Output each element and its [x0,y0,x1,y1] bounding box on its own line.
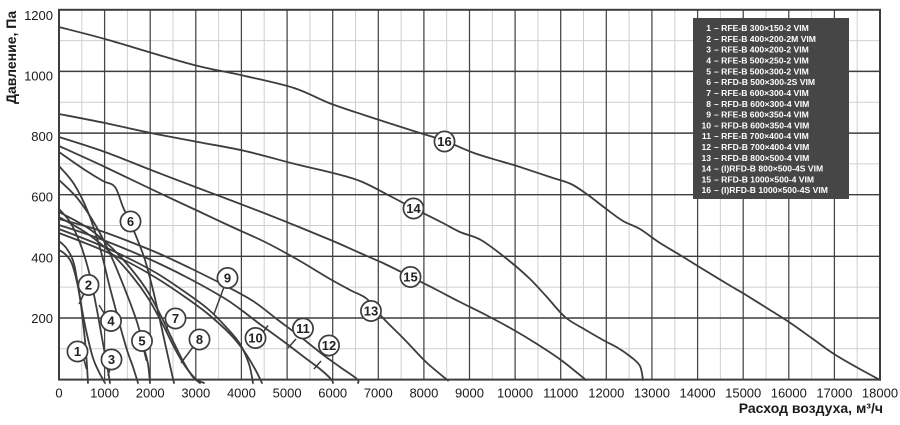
svg-text:0: 0 [55,386,62,401]
svg-text:200: 200 [31,311,53,326]
svg-text:8: 8 [196,332,203,347]
svg-text:9: 9 [224,271,231,286]
svg-text:15000: 15000 [725,386,761,401]
svg-text:– (I)RFD-B 800×500-4S VIM: – (I)RFD-B 800×500-4S VIM [714,164,823,174]
svg-text:– RFD-B 600×300-4 VIM: – RFD-B 600×300-4 VIM [714,99,809,109]
svg-text:– RFE-B 300×150-2 VIM: – RFE-B 300×150-2 VIM [714,23,809,33]
svg-text:– RFD-B 500×300-2S VIM: – RFD-B 500×300-2S VIM [714,77,815,87]
svg-text:1000: 1000 [90,386,119,401]
svg-text:11: 11 [296,321,310,336]
svg-text:10: 10 [248,331,262,346]
svg-text:6: 6 [127,214,134,229]
svg-text:2000: 2000 [136,386,165,401]
svg-text:8: 8 [706,99,711,109]
svg-text:– RFE-B 400×200-2 VIM: – RFE-B 400×200-2 VIM [714,45,809,55]
svg-text:600: 600 [31,189,53,204]
svg-text:10: 10 [701,120,711,130]
svg-text:Давление, Па: Давление, Па [3,11,19,104]
svg-text:5: 5 [706,66,711,76]
svg-text:– RFE-B 600×300-4 VIM: – RFE-B 600×300-4 VIM [714,88,809,98]
svg-text:11: 11 [702,131,711,141]
svg-text:13: 13 [364,304,378,319]
svg-text:– RFD-B 1000×500-4 VIM: – RFD-B 1000×500-4 VIM [714,174,814,184]
svg-text:15: 15 [403,270,417,285]
svg-text:13: 13 [701,153,711,163]
svg-text:1: 1 [74,344,81,359]
svg-text:– RFD-B 700×400-4 VIM: – RFD-B 700×400-4 VIM [714,142,809,152]
svg-text:14000: 14000 [680,386,716,401]
svg-text:6000: 6000 [318,386,347,401]
svg-text:4000: 4000 [227,386,256,401]
svg-text:– RFD-B 600×350-4 VIM: – RFD-B 600×350-4 VIM [714,120,809,130]
svg-text:8000: 8000 [409,386,438,401]
svg-text:7: 7 [706,88,711,98]
svg-text:15: 15 [701,174,711,184]
svg-text:13000: 13000 [634,386,670,401]
svg-text:5000: 5000 [273,386,302,401]
svg-text:800: 800 [31,129,53,144]
svg-text:2: 2 [706,34,711,44]
svg-text:400: 400 [31,251,53,266]
svg-text:16000: 16000 [771,386,807,401]
svg-text:1000: 1000 [24,68,53,83]
svg-text:11000: 11000 [543,386,578,401]
svg-text:Расход воздуха, м³/ч: Расход воздуха, м³/ч [739,400,883,416]
svg-text:– RFE-B 700×400-4 VIM: – RFE-B 700×400-4 VIM [714,131,809,141]
svg-text:2: 2 [85,278,92,293]
svg-text:16: 16 [701,185,711,195]
svg-text:14: 14 [406,201,421,216]
svg-text:12000: 12000 [588,386,624,401]
svg-text:7000: 7000 [364,386,393,401]
svg-text:17000: 17000 [816,386,852,401]
svg-text:16: 16 [437,134,451,149]
svg-text:5: 5 [138,334,145,349]
svg-text:12: 12 [322,338,336,353]
svg-text:9000: 9000 [455,386,484,401]
svg-text:9: 9 [706,110,711,120]
svg-text:– RFE-B 500×250-2 VIM: – RFE-B 500×250-2 VIM [714,56,809,66]
svg-text:10000: 10000 [497,386,533,401]
svg-text:1: 1 [706,23,711,33]
svg-text:7: 7 [172,311,179,326]
svg-text:3000: 3000 [181,386,210,401]
svg-text:– RFE-B 600×350-4 VIM: – RFE-B 600×350-4 VIM [714,110,809,120]
svg-text:12: 12 [701,142,711,152]
svg-text:1200: 1200 [24,8,53,23]
svg-text:4: 4 [107,314,115,329]
svg-text:14: 14 [701,164,711,174]
svg-text:– RFE-B 500×300-2 VIM: – RFE-B 500×300-2 VIM [714,66,809,76]
svg-text:3: 3 [706,45,711,55]
svg-text:18000: 18000 [862,386,898,401]
svg-text:6: 6 [706,77,711,87]
svg-text:– (I)RFD-B 1000×500-4S VIM: – (I)RFD-B 1000×500-4S VIM [714,185,828,195]
svg-text:– RFE-B 400×200-2M VIM: – RFE-B 400×200-2M VIM [714,34,816,44]
svg-text:4: 4 [706,56,711,66]
svg-text:– RFD-B 800×500-4 VIM: – RFD-B 800×500-4 VIM [714,153,809,163]
svg-text:3: 3 [108,352,115,367]
